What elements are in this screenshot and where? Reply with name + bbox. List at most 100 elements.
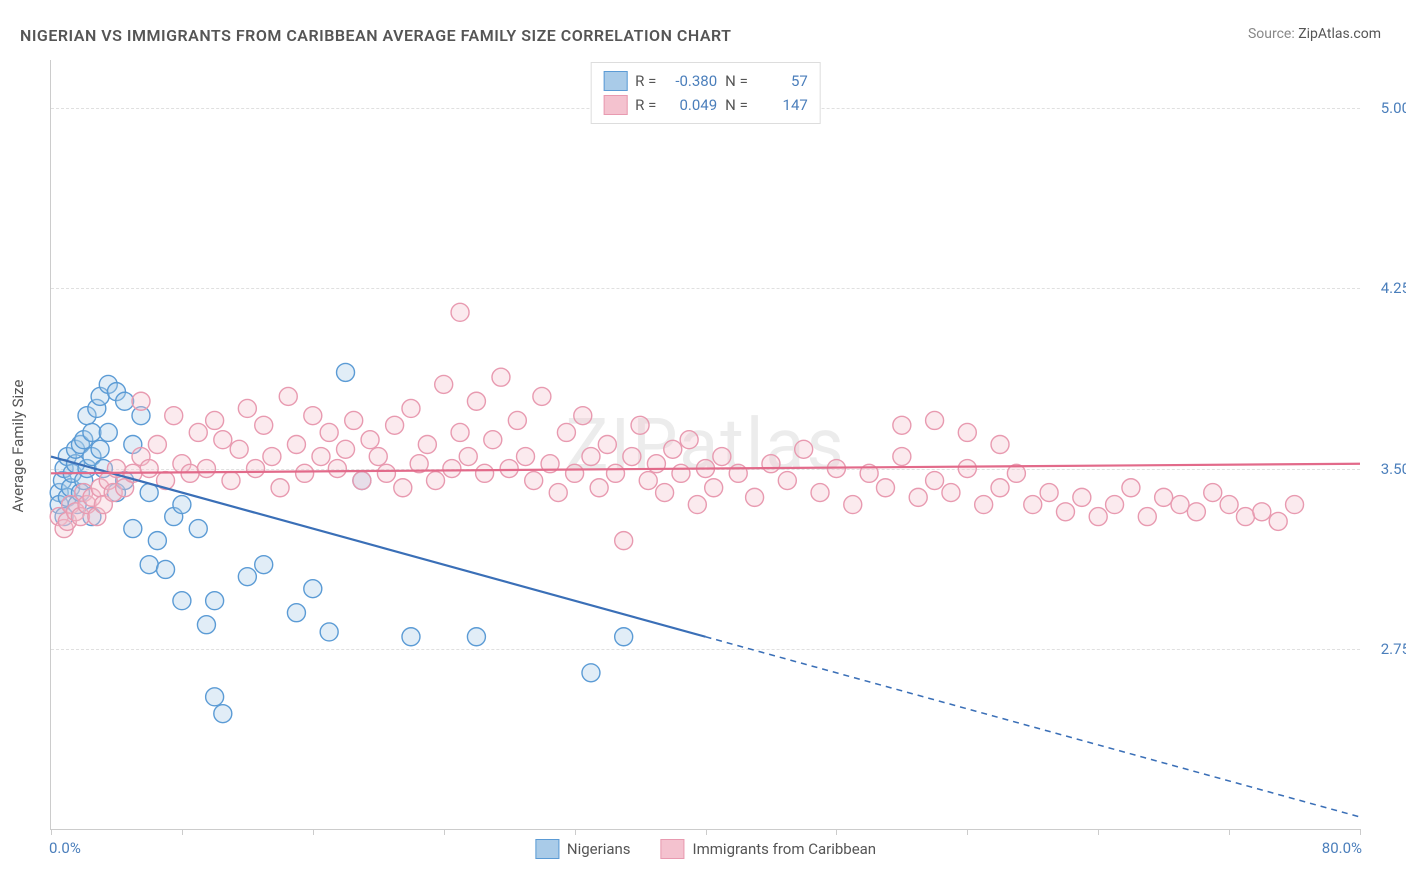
legend-swatch-2 bbox=[661, 839, 685, 859]
source-attribution: Source: ZipAtlas.com bbox=[1248, 26, 1381, 42]
data-point bbox=[83, 423, 101, 441]
data-point bbox=[991, 436, 1009, 454]
data-point bbox=[623, 448, 641, 466]
chart-container: NIGERIAN VS IMMIGRANTS FROM CARIBBEAN AV… bbox=[0, 0, 1406, 892]
stat-r-label: R = bbox=[635, 69, 657, 93]
data-point bbox=[975, 496, 993, 514]
data-point bbox=[99, 423, 117, 441]
data-point bbox=[574, 407, 592, 425]
data-point bbox=[926, 472, 944, 490]
y-tick-label: 4.25 bbox=[1365, 279, 1406, 297]
data-point bbox=[173, 592, 191, 610]
data-point bbox=[320, 623, 338, 641]
y-tick-label: 2.75 bbox=[1365, 640, 1406, 658]
data-point bbox=[615, 532, 633, 550]
stat-n-label: N = bbox=[725, 69, 748, 93]
x-tick bbox=[182, 829, 183, 835]
data-point bbox=[942, 484, 960, 502]
data-point bbox=[263, 448, 281, 466]
x-tick bbox=[836, 829, 837, 835]
data-point bbox=[705, 479, 723, 497]
stat-r-label: R = bbox=[635, 93, 657, 117]
data-point bbox=[557, 423, 575, 441]
data-point bbox=[320, 423, 338, 441]
data-point bbox=[140, 556, 158, 574]
x-tick bbox=[575, 829, 576, 835]
data-point bbox=[214, 431, 232, 449]
data-point bbox=[271, 479, 289, 497]
data-point bbox=[1171, 496, 1189, 514]
x-tick bbox=[1360, 829, 1361, 835]
data-point bbox=[713, 448, 731, 466]
data-point bbox=[279, 387, 297, 405]
legend-label-2: Immigrants from Caribbean bbox=[693, 840, 877, 858]
data-point bbox=[508, 411, 526, 429]
data-point bbox=[353, 472, 371, 490]
data-point bbox=[680, 431, 698, 449]
data-point bbox=[484, 431, 502, 449]
data-point bbox=[148, 532, 166, 550]
stats-row-series-1: R = -0.380 N = 57 bbox=[603, 69, 808, 93]
data-point bbox=[402, 628, 420, 646]
stats-row-series-2: R = 0.049 N = 147 bbox=[603, 93, 808, 117]
data-point bbox=[451, 303, 469, 321]
data-point bbox=[312, 448, 330, 466]
data-point bbox=[157, 560, 175, 578]
data-point bbox=[369, 448, 387, 466]
data-point bbox=[1204, 484, 1222, 502]
x-tick bbox=[444, 829, 445, 835]
plot-area: ZIPatlas 2.753.504.255.00 R = -0.380 N =… bbox=[50, 60, 1360, 830]
x-start-label: 0.0% bbox=[49, 839, 81, 857]
data-point bbox=[549, 484, 567, 502]
data-point bbox=[1138, 508, 1156, 526]
data-point bbox=[762, 455, 780, 473]
data-point bbox=[590, 479, 608, 497]
data-point bbox=[304, 407, 322, 425]
x-tick bbox=[706, 829, 707, 835]
stat-n-label: N = bbox=[725, 93, 748, 117]
data-point bbox=[1253, 503, 1271, 521]
data-point bbox=[140, 460, 158, 478]
data-point bbox=[1122, 479, 1140, 497]
data-point bbox=[991, 479, 1009, 497]
data-point bbox=[91, 440, 109, 458]
correlation-stats-box: R = -0.380 N = 57 R = 0.049 N = 147 bbox=[590, 62, 821, 124]
data-point bbox=[582, 664, 600, 682]
legend-label-1: Nigerians bbox=[567, 840, 631, 858]
data-point bbox=[500, 460, 518, 478]
x-tick bbox=[51, 829, 52, 835]
data-point bbox=[287, 436, 305, 454]
swatch-series-2 bbox=[603, 95, 627, 115]
data-point bbox=[1056, 503, 1074, 521]
data-point bbox=[394, 479, 412, 497]
data-point bbox=[287, 604, 305, 622]
data-point bbox=[345, 411, 363, 429]
data-point bbox=[1187, 503, 1205, 521]
trend-line-extrapolated bbox=[706, 637, 1361, 817]
data-point bbox=[296, 464, 314, 482]
data-point bbox=[247, 460, 265, 478]
data-point bbox=[116, 392, 134, 410]
data-point bbox=[811, 484, 829, 502]
data-point bbox=[337, 440, 355, 458]
data-point bbox=[148, 436, 166, 454]
data-point bbox=[1236, 508, 1254, 526]
data-point bbox=[1024, 496, 1042, 514]
stat-r-value-2: 0.049 bbox=[665, 93, 717, 117]
data-point bbox=[476, 464, 494, 482]
data-point bbox=[664, 440, 682, 458]
data-point bbox=[582, 448, 600, 466]
x-tick bbox=[967, 829, 968, 835]
data-point bbox=[795, 440, 813, 458]
data-point bbox=[337, 363, 355, 381]
data-point bbox=[631, 416, 649, 434]
data-point bbox=[443, 460, 461, 478]
data-point bbox=[1073, 488, 1091, 506]
data-point bbox=[639, 472, 657, 490]
y-tick-label: 5.00 bbox=[1365, 99, 1406, 117]
data-point bbox=[451, 423, 469, 441]
chart-svg bbox=[51, 60, 1360, 829]
data-point bbox=[958, 423, 976, 441]
data-point bbox=[525, 472, 543, 490]
data-point bbox=[255, 556, 273, 574]
